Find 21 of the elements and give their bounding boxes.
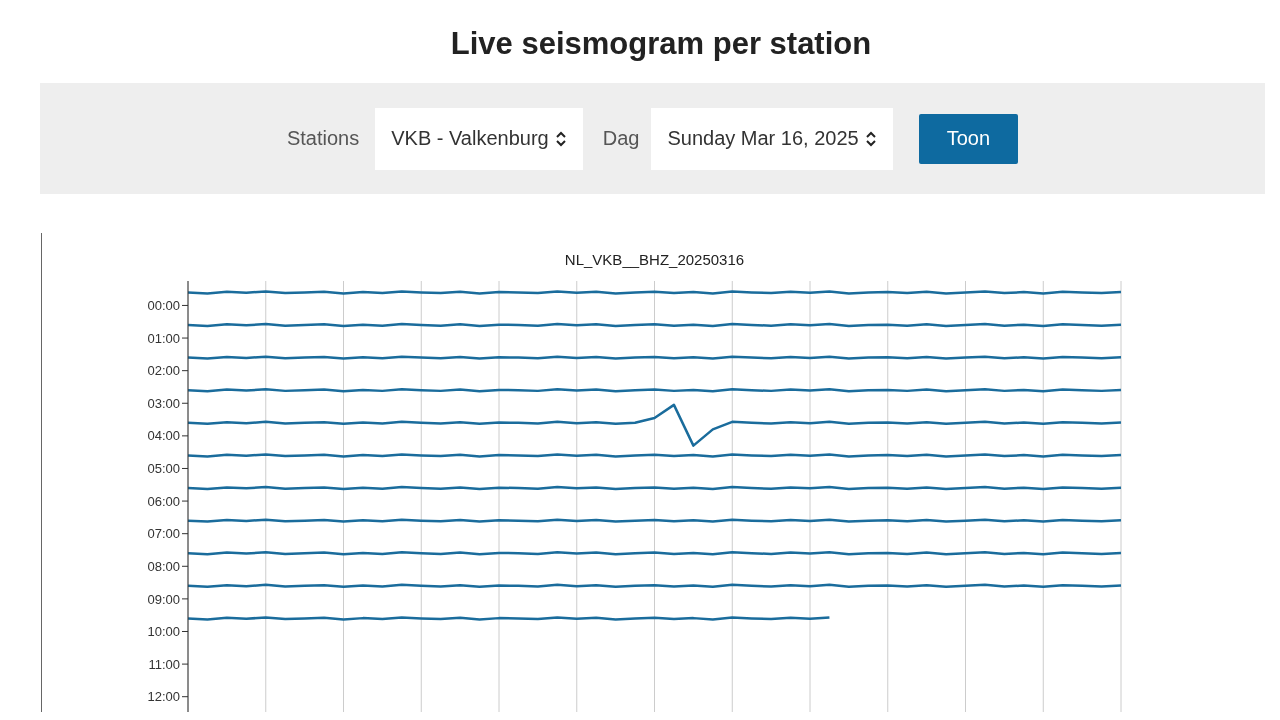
y-tick-label: 01:00: [147, 330, 180, 346]
chart-subtitle: NL_VKB__BHZ_20250316: [563, 251, 746, 268]
text: VKB - Valkenburg: [391, 127, 549, 150]
y-tick-label: 00:00: [147, 298, 180, 314]
y-tick-label: 02:00: [147, 363, 180, 379]
line-series: [186, 403, 1123, 447]
y-tick-label: 12:00: [147, 689, 180, 705]
y-tick-label: 06:00: [147, 493, 180, 509]
y-tick-label: 09:00: [147, 591, 180, 607]
y-tick-label: 10:00: [147, 624, 180, 640]
chart-title: Live seismogram per station: [449, 26, 873, 62]
y-tick-label: 07:00: [147, 526, 180, 542]
y-tick-label: 03:00: [147, 395, 180, 411]
y-tick-label: 11:00: [148, 656, 180, 672]
text: Stations: [286, 127, 360, 150]
text: Sunday Mar 16, 2025: [667, 127, 859, 150]
y-tick-label: 08:00: [147, 558, 180, 574]
y-tick-label: 05:00: [147, 461, 180, 477]
text: Dag: [602, 127, 640, 150]
y-tick-label: 04:00: [147, 428, 180, 444]
text: Toon: [918, 113, 1019, 164]
